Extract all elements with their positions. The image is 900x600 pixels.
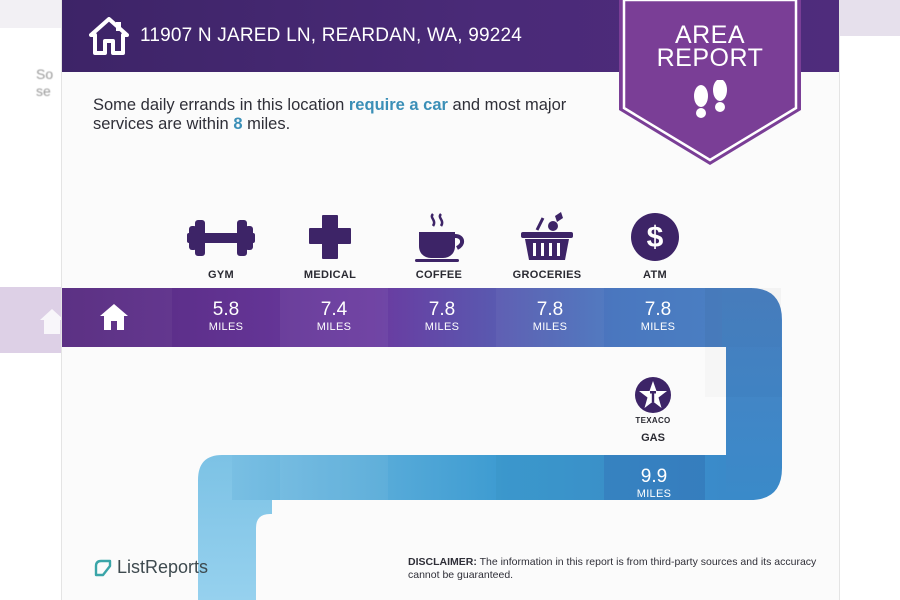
category-label: GYM bbox=[208, 269, 234, 281]
category-coffee: COFFEE bbox=[391, 212, 487, 281]
backdrop-home-icon bbox=[40, 309, 62, 334]
distance-coffee: 7.8 MILES bbox=[424, 299, 460, 334]
category-label: MEDICAL bbox=[303, 269, 357, 281]
backdrop-text: So se bbox=[36, 66, 54, 99]
area-report-card: 11907 N JARED LN, REARDAN, WA, 99224 ARE… bbox=[61, 0, 840, 600]
highlight-require-car: require a car bbox=[348, 96, 448, 114]
gas-label: GAS bbox=[641, 432, 665, 444]
category-label: ATM bbox=[643, 269, 667, 281]
category-groceries: GROCERIES bbox=[499, 212, 595, 281]
highlight-miles: 8 bbox=[233, 115, 243, 133]
dumbbell-icon bbox=[187, 220, 255, 256]
footsteps-icon bbox=[694, 80, 727, 118]
category-gym: GYM bbox=[173, 212, 269, 281]
home-icon bbox=[89, 17, 129, 55]
category-label: COFFEE bbox=[415, 269, 463, 281]
distance-medical: 7.4 MILES bbox=[316, 299, 352, 334]
dollar-icon: $ bbox=[631, 213, 679, 261]
svg-text:$: $ bbox=[647, 221, 664, 254]
grocery-basket-icon bbox=[521, 212, 573, 260]
coffee-cup-icon bbox=[415, 213, 464, 262]
category-medical: MEDICAL bbox=[282, 212, 378, 281]
distance-gym: 5.8 MILES bbox=[208, 299, 244, 334]
distance-ribbon bbox=[62, 288, 782, 600]
category-label: GROCERIES bbox=[512, 269, 582, 281]
distance-atm: 7.8 MILES bbox=[640, 299, 676, 334]
category-atm: $ ATM bbox=[607, 212, 703, 281]
distance-gas: 9.9 MILES bbox=[636, 466, 672, 501]
distance-groceries: 7.8 MILES bbox=[532, 299, 568, 334]
brand-name: ListReports bbox=[117, 557, 209, 577]
disclaimer: DISCLAIMER: The information in this repo… bbox=[408, 556, 817, 581]
backdrop-header-strip-right bbox=[840, 0, 900, 36]
intro-summary: Some daily errands in this location requ… bbox=[93, 96, 567, 133]
listreports-logo-icon bbox=[94, 559, 112, 577]
gas-brand: TEXACO bbox=[635, 416, 671, 425]
medical-cross-icon bbox=[309, 215, 351, 259]
backdrop-header-strip bbox=[0, 0, 61, 28]
home-start-icon bbox=[100, 304, 128, 330]
texaco-star-icon bbox=[635, 377, 671, 413]
property-address: 11907 N JARED LN, REARDAN, WA, 99224 bbox=[140, 25, 523, 46]
area-report-badge bbox=[619, 0, 801, 165]
badge-title: AREA REPORT bbox=[656, 21, 764, 72]
